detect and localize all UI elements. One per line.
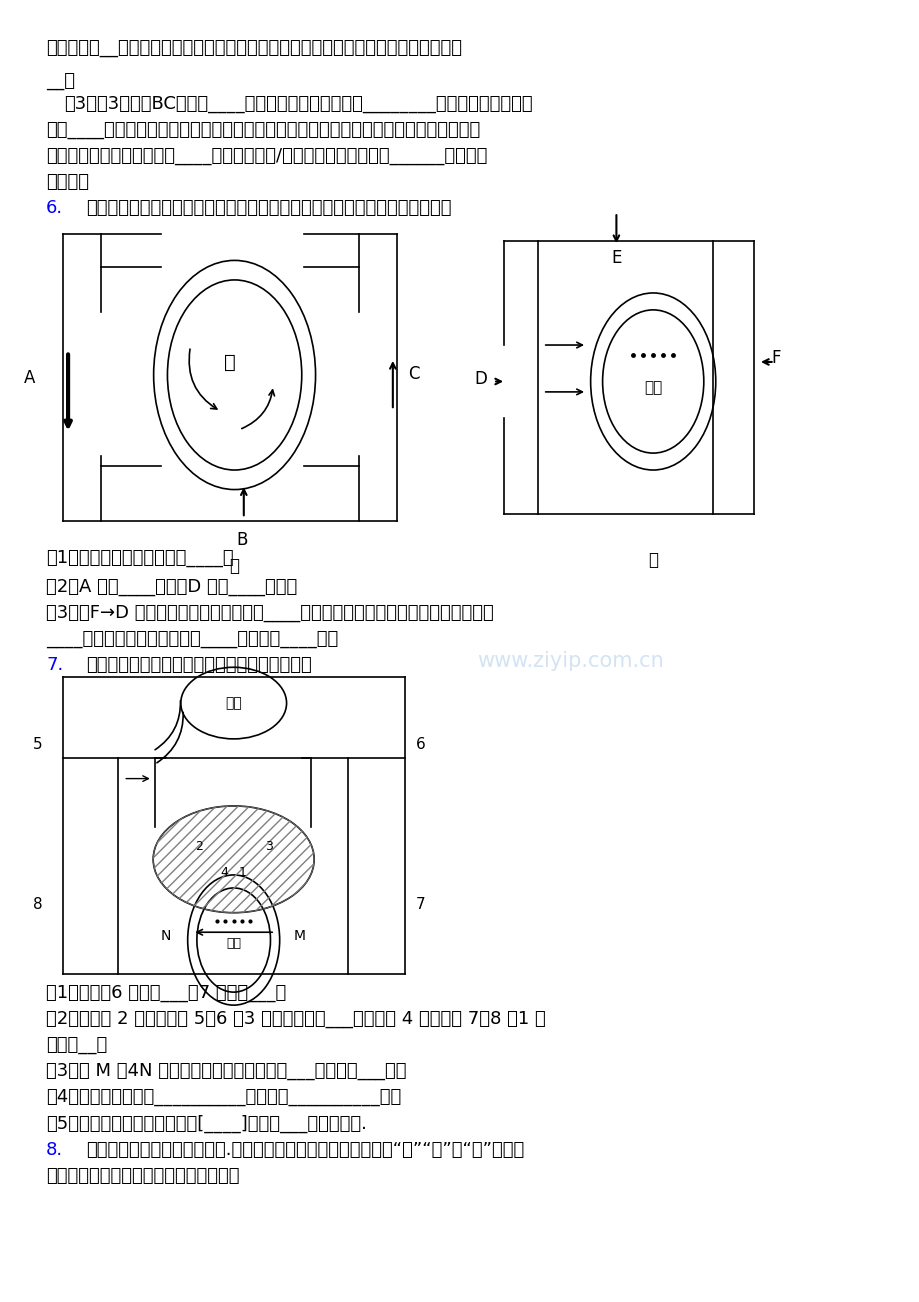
Text: __。: __。	[46, 72, 75, 90]
Text: 8: 8	[33, 897, 42, 913]
Text: 途径叫__。: 途径叫__。	[46, 1036, 108, 1055]
Text: 8.: 8.	[46, 1141, 63, 1159]
Text: 下面是血液循环和气体交换示意图，请据图回答: 下面是血液循环和气体交换示意图，请据图回答	[86, 656, 312, 674]
Text: 为水的压迫使胸廓无法顺利____（选项：扩张/回缩），导致肺内气压______，气体不: 为水的压迫使胸廓无法顺利____（选项：扩张/回缩），导致肺内气压______，…	[46, 147, 487, 165]
Text: 2: 2	[195, 840, 202, 853]
Text: C: C	[408, 365, 420, 383]
Text: 组织: 组织	[643, 380, 662, 396]
Text: 甲: 甲	[230, 557, 239, 575]
Ellipse shape	[153, 806, 314, 913]
Text: 示三种血管，箭头表示血液流动的方向。: 示三种血管，箭头表示血液流动的方向。	[46, 1167, 239, 1185]
Text: 3: 3	[265, 840, 272, 853]
Text: 1: 1	[239, 866, 246, 879]
Text: 组织: 组织	[226, 937, 241, 950]
Text: F: F	[770, 349, 779, 367]
Text: 6: 6	[415, 737, 425, 753]
Text: 肺泡: 肺泡	[225, 697, 242, 710]
Text: N: N	[161, 930, 171, 943]
Text: （3）从F→D 的过程实际上是血循环中的____循环过程，血液发生的主要变化是氧含量: （3）从F→D 的过程实际上是血循环中的____循环过程，血液发生的主要变化是氧…	[46, 604, 494, 622]
Text: 6.: 6.	[46, 199, 63, 217]
Text: E: E	[610, 249, 621, 267]
Text: 7.: 7.	[46, 656, 63, 674]
Text: B: B	[236, 531, 247, 549]
Text: www.ziyip.com.cn: www.ziyip.com.cn	[477, 651, 663, 672]
Text: 5: 5	[33, 737, 42, 753]
Text: 血管是人体内血液流通的管道.如图是人体三种血管关系示意图，“甲”“乙”和“丙”分别表: 血管是人体内血液流通的管道.如图是人体三种血管关系示意图，“甲”“乙”和“丙”分…	[86, 1141, 524, 1159]
Text: （3）图3中曲线BC段表示____，其中肋间肌和膊肌处于________状态，此时肺内气压: （3）图3中曲线BC段表示____，其中肋间肌和膊肌处于________状态，此…	[64, 95, 532, 113]
Text: 4: 4	[221, 866, 228, 879]
Text: 乙: 乙	[648, 551, 657, 569]
Text: 如图是肺泡里的气体交换和组织里的气体交换示意图，请据图回答有关问题：: 如图是肺泡里的气体交换和组织里的气体交换示意图，请据图回答有关问题：	[86, 199, 451, 217]
Text: （3）由 M 到4N 处，血液成分发生了变化，___血变成了___血。: （3）由 M 到4N 处，血液成分发生了变化，___血变成了___血。	[46, 1062, 406, 1081]
Text: （2）A 表示____血管，D 表示____血管。: （2）A 表示____血管，D 表示____血管。	[46, 578, 297, 596]
Text: 肺: 肺	[224, 353, 235, 371]
Text: 的値____大气压。当我们刚下水游泳时，如果水漫过胸部，会感觉呼吸有些吃力，这是因: 的値____大气压。当我们刚下水游泳时，如果水漫过胸部，会感觉呼吸有些吃力，这是…	[46, 121, 480, 139]
Text: M: M	[293, 930, 305, 943]
Text: （1）呼吸系统的主要器官是____。: （1）呼吸系统的主要器官是____。	[46, 549, 233, 568]
Text: 壁很薄，由__层扁平上皮细胞构成，其外面包绕着丰富的毛细血管，这样的结构有利于: 壁很薄，由__层扁平上皮细胞构成，其外面包绕着丰富的毛细血管，这样的结构有利于	[46, 39, 461, 57]
Text: （5）心脏结构中心壁最厘的是[____]，它是___循环的起点.: （5）心脏结构中心壁最厘的是[____]，它是___循环的起点.	[46, 1115, 367, 1133]
Text: （2）血液由 2 射出，流经 5、6 到3 的循环途径叫___；血液由 4 射出流经 7、8 至1 的: （2）血液由 2 射出，流经 5、6 到3 的循环途径叫___；血液由 4 射出…	[46, 1010, 545, 1029]
Text: ____（增加或减少）。血液由____血变成了____血。: ____（增加或减少）。血液由____血变成了____血。	[46, 630, 338, 648]
Text: （4）血液流经肺泡由__________血变成了__________血。: （4）血液流经肺泡由__________血变成了__________血。	[46, 1088, 401, 1107]
Text: 7: 7	[415, 897, 425, 913]
Text: A: A	[24, 368, 35, 387]
Text: （1）图中的6 是指的___，7 是指的___。: （1）图中的6 是指的___，7 是指的___。	[46, 984, 286, 1003]
Text: 易进入。: 易进入。	[46, 173, 89, 191]
Text: D: D	[474, 370, 487, 388]
